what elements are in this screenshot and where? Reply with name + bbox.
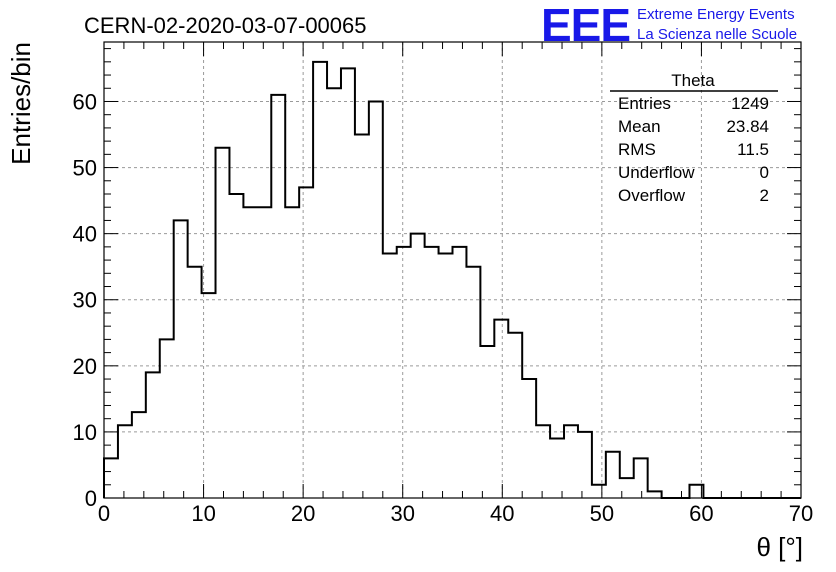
stats-value: 23.84 (726, 117, 769, 136)
x-axis-label: θ [°] (756, 532, 803, 562)
x-tick-label: 30 (390, 501, 414, 526)
x-tick-label: 10 (191, 501, 215, 526)
axis-ticks (103, 42, 802, 499)
histogram-bin (313, 62, 327, 498)
stats-label: Mean (618, 117, 661, 136)
histogram-bin (160, 339, 174, 498)
y-axis-label: Entries/bin (6, 42, 36, 165)
histogram-bin (243, 207, 257, 498)
x-tick-label: 20 (291, 501, 315, 526)
histogram-bin (229, 194, 243, 498)
histogram-bin (439, 253, 453, 498)
y-tick-labels: 0 10 20 30 40 50 60 (73, 89, 97, 511)
histogram-bin (634, 458, 648, 498)
histogram-bin (327, 88, 341, 498)
histogram-bin (564, 425, 578, 498)
x-tick-label: 60 (689, 501, 713, 526)
x-tick-label: 70 (789, 501, 813, 526)
histogram-bin (550, 439, 564, 498)
histogram-bin (480, 346, 494, 498)
histogram-bin (411, 234, 425, 498)
histogram-bin (397, 247, 411, 498)
histogram-bin (383, 253, 397, 498)
histogram-bin (369, 101, 383, 498)
histogram-bars (103, 60, 801, 499)
y-tick-label: 0 (85, 486, 97, 511)
eee-logo-mark: EEE (541, 0, 630, 51)
histogram-bin (285, 207, 299, 498)
histogram-bin (494, 320, 508, 498)
eee-logo: EEE Extreme Energy Events La Scienza nel… (541, 0, 797, 51)
plot-frame (103, 41, 802, 499)
x-tick-label: 0 (98, 501, 110, 526)
histogram-bin (299, 187, 313, 498)
histogram-bin (341, 68, 355, 498)
x-tick-label: 40 (490, 501, 514, 526)
grid (104, 42, 801, 498)
histogram-bin (578, 432, 592, 498)
y-tick-label: 30 (73, 288, 97, 313)
stats-value: 2 (760, 186, 769, 205)
histogram-bin (355, 135, 369, 498)
histogram-bin (216, 148, 230, 498)
stats-value: 1249 (731, 94, 769, 113)
x-tick-label: 50 (590, 501, 614, 526)
histogram-bin (453, 247, 467, 498)
histogram-bin (606, 452, 620, 498)
histogram-bin (146, 372, 160, 498)
stats-label: Overflow (618, 186, 686, 205)
stats-label: Entries (618, 94, 671, 113)
histogram-bin (536, 425, 550, 498)
logo-line-1: Extreme Energy Events (637, 6, 795, 23)
y-tick-label: 10 (73, 420, 97, 445)
histogram-bin (132, 412, 146, 498)
chart-title: CERN-02-2020-03-07-00065 (84, 13, 367, 38)
histogram-bin (466, 267, 480, 498)
stats-value: 0 (760, 163, 769, 182)
histogram-bin (104, 458, 118, 498)
y-tick-label: 60 (73, 89, 97, 114)
y-tick-label: 20 (73, 354, 97, 379)
histogram-bin (522, 379, 536, 498)
histogram-outline (103, 60, 801, 499)
histogram-bin (188, 267, 202, 498)
histogram-bin (174, 220, 188, 498)
histogram-bin (425, 247, 439, 498)
histogram-bin (118, 425, 132, 498)
stats-label: RMS (618, 140, 656, 159)
stats-value: 11.5 (737, 140, 769, 159)
stats-rows: Entries 1249 Mean 23.84 RMS 11.5 Underflow 0 Ove… (618, 94, 769, 205)
histogram-bin (257, 207, 271, 498)
x-tick-labels: 0 10 20 30 40 50 60 70 (98, 501, 813, 526)
histogram-bin (592, 485, 606, 498)
histogram-bin (202, 293, 216, 498)
stats-label: Underflow (618, 163, 695, 182)
y-tick-label: 40 (73, 222, 97, 247)
logo-line-2: La Scienza nelle Scuole (637, 26, 797, 43)
histogram-bin (271, 95, 285, 498)
histogram-bin (508, 333, 522, 498)
stats-box: Theta Entries 1249 Mean 23.84 RMS 11.5 Underfl… (610, 71, 778, 205)
stats-title: Theta (671, 71, 715, 90)
y-tick-label: 50 (73, 156, 97, 181)
